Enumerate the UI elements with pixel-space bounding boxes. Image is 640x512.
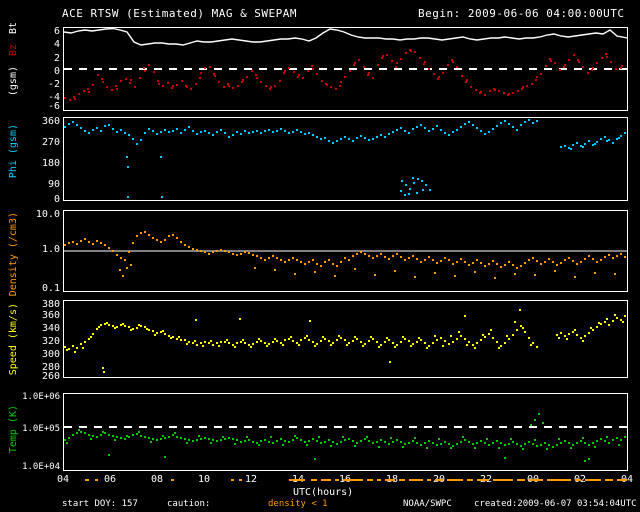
bz-scatter (64, 49, 623, 101)
xtick-2: 08 (150, 474, 164, 485)
mag-ytick-neg6: -6 (47, 101, 60, 112)
plot-title: ACE RTSW (Estimated) MAG & SWEPAM (62, 7, 298, 20)
mag-ytick-2: 2 (53, 53, 60, 64)
mag-ylabel-bz: Bz (8, 44, 19, 57)
agency-label: NOAA/SWPC (403, 499, 452, 509)
mag-ytick-0: 0 (53, 66, 60, 77)
mag-ytick-4: 4 (53, 39, 60, 50)
speed-ytick-340: 340 (41, 323, 60, 334)
phi-ytick-360: 360 (41, 116, 60, 127)
xtick-4: 12 (244, 474, 258, 485)
phi-ytick-180: 180 (41, 158, 60, 169)
mag-ytick-neg4: -4 (47, 92, 60, 103)
temp-ytick-1e4: 1.0E+04 (22, 462, 60, 472)
temp-ytick-1e5: 1.0E+05 (22, 424, 60, 434)
density-scatter (64, 231, 626, 279)
mag-ytick-neg2: -2 (47, 79, 60, 90)
temp-scatter (64, 413, 626, 462)
speed-ytick-380: 380 (41, 299, 60, 310)
speed-ytick-300: 300 (41, 349, 60, 360)
phi-ytick-90: 90 (47, 179, 60, 190)
start-doy-label: start DOY: 157 (62, 499, 138, 509)
speed-ytick-360: 360 (41, 310, 60, 321)
density-ylabel: Density (/cm3) (8, 212, 19, 297)
speed-ytick-260: 260 (41, 371, 60, 382)
panel-phi-canvas (64, 119, 626, 198)
speed-ylabel: Speed (km/s) (8, 303, 19, 376)
bt-trace (64, 28, 627, 46)
panel-density-canvas (64, 231, 627, 279)
panel-density (63, 210, 628, 292)
temp-ylabel: Temp (K) (8, 405, 19, 454)
density-ytick-10: 10.0 (35, 209, 60, 220)
speed-ytick-280: 280 (41, 362, 60, 373)
mag-ylabel-units: (gsm) (8, 66, 19, 97)
phi-ylabel: Phi (gsm) (8, 124, 19, 179)
phi-scatter (64, 119, 626, 198)
phi-ytick-0: 0 (53, 194, 60, 205)
panel-temp (63, 393, 628, 471)
density-ytick-01: 0.1 (41, 283, 60, 294)
mag-ytick-6: 6 (53, 26, 60, 37)
panel-mag-canvas (64, 28, 627, 101)
density-ytick-1: 1.0 (41, 244, 60, 255)
caution-label: caution: (167, 499, 211, 509)
speed-scatter (64, 309, 626, 373)
begin-timestamp: Begin: 2009-06-06 04:00:00UTC (418, 7, 625, 20)
xaxis-title: UTC(hours) (293, 487, 354, 498)
mag-ylabel: Bt Bz (gsm) (8, 22, 24, 114)
created-timestamp: created:2009-06-07 03:54:04UTC (474, 499, 637, 509)
panel-phi (63, 117, 628, 201)
xtick-1: 06 (103, 474, 117, 485)
xtick-3: 10 (197, 474, 211, 485)
panel-mag (63, 27, 628, 111)
panel-temp-canvas (64, 413, 627, 462)
xtick-0: 04 (56, 474, 70, 485)
caution-value: density < 1 (268, 499, 328, 509)
phi-ytick-270: 270 (41, 137, 60, 148)
temp-ytick-1e6: 1.0E+06 (22, 392, 60, 402)
speed-ytick-320: 320 (41, 336, 60, 347)
mag-ylabel-bt: Bt (8, 22, 19, 35)
panel-speed-canvas (64, 309, 626, 373)
panel-speed (63, 300, 628, 378)
density-caution-strip (63, 478, 628, 482)
